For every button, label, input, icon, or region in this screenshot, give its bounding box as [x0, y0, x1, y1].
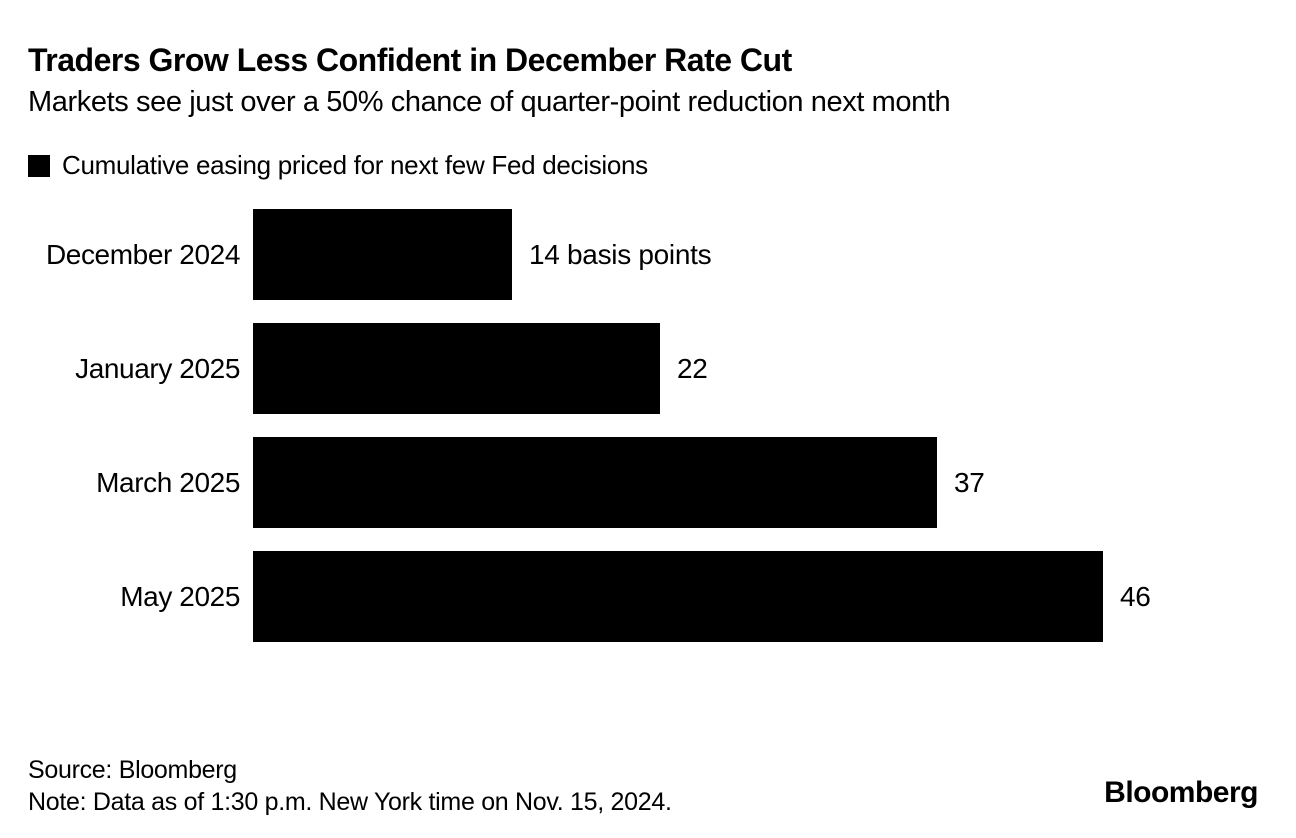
category-label: December 2024 — [45, 238, 240, 270]
source-text: Source: Bloomberg — [28, 756, 237, 784]
legend-label: Cumulative easing priced for next few Fe… — [62, 150, 648, 180]
chart-row-december-2024: December 2024 14 basis points — [0, 209, 1296, 300]
bar-value-label: 14 basis points — [529, 238, 712, 270]
bar-value-label: 22 — [677, 352, 708, 384]
chart-title: Traders Grow Less Confident in December … — [28, 42, 792, 78]
bar-may-2025 — [253, 551, 1103, 642]
bar-chart: December 2024 14 basis points January 20… — [0, 209, 1296, 665]
chart-row-may-2025: May 2025 46 — [0, 551, 1296, 642]
legend: Cumulative easing priced for next few Fe… — [28, 150, 648, 181]
bar-january-2025 — [253, 323, 660, 414]
bar-value-label: 46 — [1120, 580, 1151, 612]
note-text: Note: Data as of 1:30 p.m. New York time… — [28, 788, 672, 816]
chart-row-march-2025: March 2025 37 — [0, 437, 1296, 528]
chart-row-january-2025: January 2025 22 — [0, 323, 1296, 414]
bar-december-2024 — [253, 209, 512, 300]
bar-march-2025 — [253, 437, 937, 528]
legend-swatch-icon — [28, 154, 50, 177]
category-label: March 2025 — [96, 466, 240, 498]
bar-value-label: 37 — [954, 466, 985, 498]
chart-subtitle: Markets see just over a 50% chance of qu… — [28, 86, 951, 118]
category-label: May 2025 — [120, 580, 240, 612]
category-label: January 2025 — [75, 352, 240, 384]
bloomberg-logo: Bloomberg — [1104, 776, 1258, 809]
